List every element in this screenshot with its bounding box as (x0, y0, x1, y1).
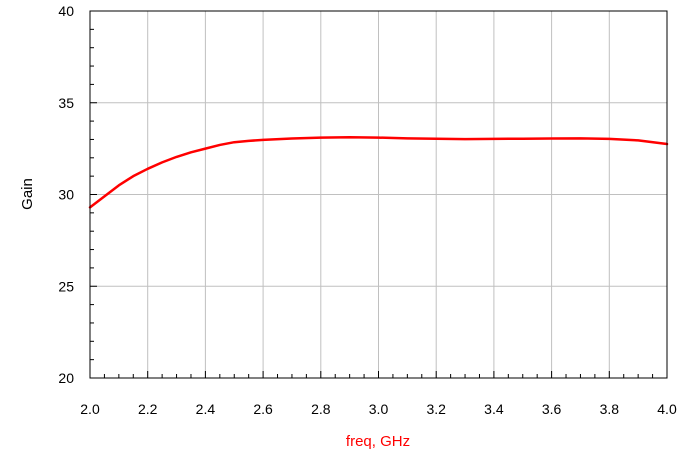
x-axis-title: freq, GHz (346, 433, 410, 450)
x-tick-label: 2.2 (138, 401, 158, 417)
y-axis-title: Gain (19, 178, 36, 210)
x-tick-label: 3.4 (484, 401, 504, 417)
tick-marks (89, 10, 668, 379)
x-tick-label: 3.6 (542, 401, 562, 417)
x-tick-label: 2.4 (196, 401, 216, 417)
x-tick-label: 3.2 (426, 401, 446, 417)
y-tick-label: 20 (58, 370, 74, 386)
y-tick-label: 25 (58, 278, 74, 294)
x-tick-label: 4.0 (657, 401, 677, 417)
x-tick-label: 2.0 (80, 401, 100, 417)
x-tick-label: 3.0 (369, 401, 389, 417)
series-layer (88, 136, 669, 209)
y-tick-label: 40 (58, 3, 74, 19)
x-tick-label: 2.6 (253, 401, 273, 417)
x-tick-label: 2.8 (311, 401, 331, 417)
gain-series-line (88, 136, 669, 209)
y-tick-label: 30 (58, 187, 74, 203)
tick-labels: 2.0 2.2 2.4 2.6 2.8 3.0 3.2 3.4 3.6 3.8 4.0 20 25 30 3… (58, 3, 677, 417)
y-tick-label: 35 (58, 95, 74, 111)
x-tick-label: 3.8 (600, 401, 620, 417)
grid-lines (90, 11, 667, 378)
